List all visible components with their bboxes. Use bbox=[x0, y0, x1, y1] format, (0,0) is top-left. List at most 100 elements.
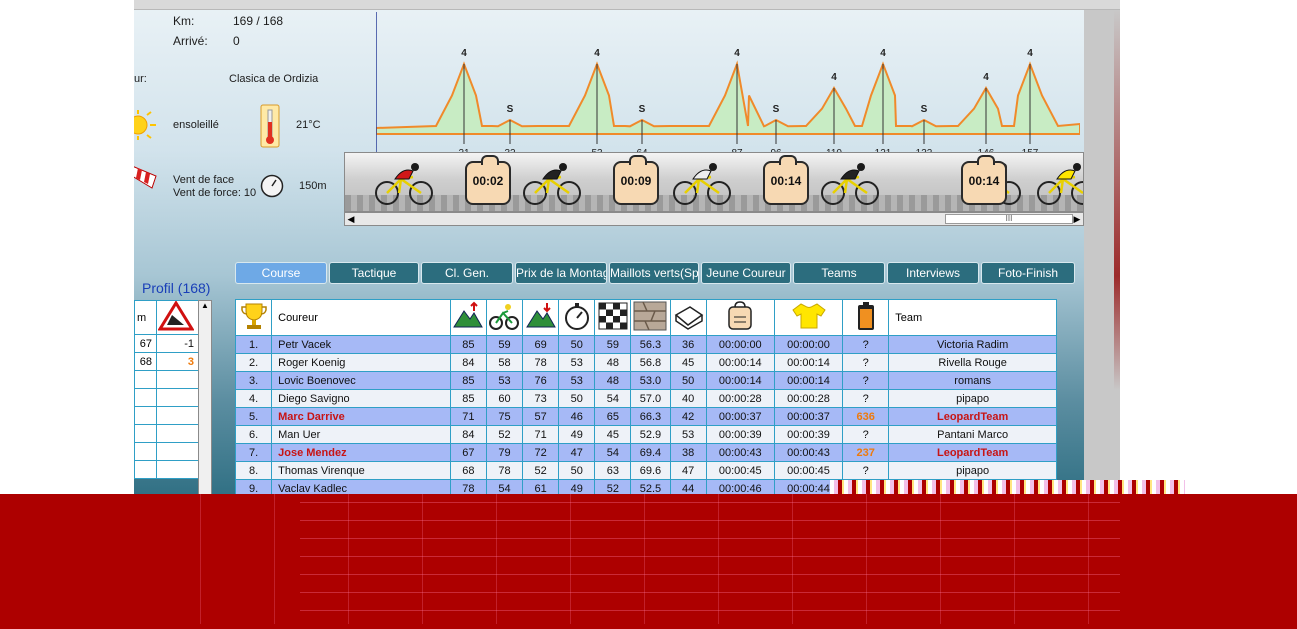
scroll-up-icon[interactable]: ▲ bbox=[201, 301, 209, 310]
cell-t2: 00:00:14 bbox=[773, 371, 844, 390]
tab-interviews[interactable]: Interviews bbox=[887, 262, 979, 284]
marker-category: S bbox=[507, 104, 514, 115]
tab-maillots-verts-spr[interactable]: Maillots verts(Spr bbox=[609, 262, 699, 284]
profil-gradient bbox=[156, 442, 199, 461]
time-trial-column-header[interactable] bbox=[558, 299, 596, 336]
cell-c2: 78 bbox=[485, 461, 524, 480]
cell-e: ? bbox=[842, 425, 890, 444]
cell-name: Lovic Boenovec bbox=[271, 371, 451, 390]
cell-c3: 73 bbox=[522, 389, 560, 408]
rider-strip-scrollbar[interactable]: ◀ III ▶ bbox=[344, 212, 1084, 226]
profil-km: 67 bbox=[134, 334, 157, 353]
profil-row bbox=[134, 406, 199, 425]
cobbles-column-header[interactable] bbox=[630, 299, 671, 336]
profil-gradient: -1 bbox=[156, 334, 199, 353]
cell-t2: 00:00:45 bbox=[773, 461, 844, 480]
table-row[interactable]: 8. Thomas Virenque 68 78 52 50 63 69.6 47 00:00:4… bbox=[235, 461, 1057, 480]
cell-c6: 56.3 bbox=[630, 335, 671, 354]
tab-prix-de-la-montag[interactable]: Prix de la Montag bbox=[515, 262, 607, 284]
cell-name: Jose Mendez bbox=[271, 443, 451, 462]
coureur-header[interactable]: Coureur bbox=[271, 299, 451, 336]
cell-t1: 00:00:37 bbox=[705, 407, 775, 426]
rendering-artifact bbox=[0, 480, 1297, 629]
cell-c6: 56.8 bbox=[630, 353, 671, 372]
tab-bar: Course Tactique Cl. Gen. Prix de la Montag M… bbox=[235, 262, 1075, 284]
table-row[interactable]: 5. Marc Darrive 71 75 57 46 65 66.3 42 00:00:37 00… bbox=[235, 407, 1057, 426]
cell-pos: 7. bbox=[235, 443, 273, 462]
gradient-header bbox=[156, 300, 199, 335]
wind-distance: 150m bbox=[299, 180, 327, 192]
profil-gradient bbox=[156, 424, 199, 443]
cell-c7: 42 bbox=[669, 407, 707, 426]
profil-km bbox=[134, 388, 157, 407]
cell-t1: 00:00:00 bbox=[705, 335, 775, 354]
cyclist-icon bbox=[819, 159, 881, 205]
finish-column-header[interactable] bbox=[594, 299, 632, 336]
cell-c2: 79 bbox=[485, 443, 524, 462]
cell-c6: 53.0 bbox=[630, 371, 671, 390]
descent-column-header[interactable] bbox=[522, 299, 560, 336]
cell-team: Rivella Rouge bbox=[888, 353, 1057, 372]
sprint-column-header[interactable] bbox=[485, 299, 524, 336]
steep-grade-icon bbox=[156, 300, 195, 334]
profil-scrollbar[interactable]: ▲ bbox=[198, 300, 212, 500]
marker-category: 4 bbox=[461, 48, 467, 59]
table-row[interactable]: 1. Petr Vacek 85 59 69 50 59 56.3 36 00:00:00 00:0… bbox=[235, 335, 1057, 354]
scroll-right-icon[interactable]: ▶ bbox=[1073, 214, 1081, 224]
profil-row bbox=[134, 424, 199, 443]
cell-t1: 00:00:28 bbox=[705, 389, 775, 408]
cell-c4: 46 bbox=[558, 407, 596, 426]
cell-e: ? bbox=[842, 389, 890, 408]
cell-c1: 84 bbox=[449, 353, 487, 372]
cobblestone-icon bbox=[633, 301, 667, 334]
weather-text: ensoleillé bbox=[173, 119, 219, 131]
cell-pos: 2. bbox=[235, 353, 273, 372]
scroll-left-icon[interactable]: ◀ bbox=[347, 214, 355, 224]
cell-c5: 48 bbox=[594, 353, 632, 372]
table-row[interactable]: 3. Lovic Boenovec 85 53 76 53 48 53.0 50 00:00:14… bbox=[235, 371, 1057, 390]
cell-e: ? bbox=[842, 353, 890, 372]
profil-km bbox=[134, 424, 157, 443]
cell-t2: 00:00:39 bbox=[773, 425, 844, 444]
tab-course[interactable]: Course bbox=[235, 262, 327, 284]
gap-column-header[interactable] bbox=[705, 299, 775, 336]
cell-name: Marc Darrive bbox=[271, 407, 451, 426]
energy-column-header[interactable] bbox=[842, 299, 890, 336]
gap-tag-icon bbox=[727, 301, 753, 334]
cell-c4: 53 bbox=[558, 353, 596, 372]
cell-name: Petr Vacek bbox=[271, 335, 451, 354]
cell-t1: 00:00:43 bbox=[705, 443, 775, 462]
cell-c7: 47 bbox=[669, 461, 707, 480]
tab-tactique[interactable]: Tactique bbox=[329, 262, 419, 284]
table-row[interactable]: 4. Diego Savigno 85 60 73 50 54 57.0 40 00:00:28 0… bbox=[235, 389, 1057, 408]
cell-c4: 49 bbox=[558, 479, 596, 498]
gap-tag: 00:09 bbox=[613, 155, 659, 205]
cell-e: 237 bbox=[842, 443, 890, 462]
table-row[interactable]: 6. Man Uer 84 52 71 49 45 52.9 53 00:00:39 00:00:3… bbox=[235, 425, 1057, 444]
tab-foto-finish[interactable]: Foto-Finish bbox=[981, 262, 1075, 284]
tab-jeune-coureur[interactable]: Jeune Coureur bbox=[701, 262, 791, 284]
scroll-thumb[interactable]: III bbox=[945, 214, 1073, 224]
cell-c7: 40 bbox=[669, 389, 707, 408]
profil-row: 68 3 bbox=[134, 352, 199, 371]
cell-name: Diego Savigno bbox=[271, 389, 451, 408]
yellow-jersey-column-header[interactable] bbox=[773, 299, 844, 336]
profil-gradient: 3 bbox=[156, 352, 199, 371]
marker-category: 4 bbox=[831, 72, 837, 83]
table-row[interactable]: 2. Roger Koenig 84 58 78 53 48 56.8 45 00:00:14 00… bbox=[235, 353, 1057, 372]
rest-column-header[interactable] bbox=[669, 299, 707, 336]
arrive-value: 0 bbox=[233, 34, 240, 48]
mountain-down-icon bbox=[525, 303, 557, 334]
team-header[interactable]: Team bbox=[888, 299, 1057, 336]
cell-pos: 6. bbox=[235, 425, 273, 444]
tab-cl-gen[interactable]: Cl. Gen. bbox=[421, 262, 513, 284]
table-row[interactable]: 7. Jose Mendez 67 79 72 47 54 69.4 38 00:00:43 00:… bbox=[235, 443, 1057, 462]
profil-row bbox=[134, 388, 199, 407]
tab-teams[interactable]: Teams bbox=[793, 262, 885, 284]
windsock-icon bbox=[134, 164, 160, 190]
cell-name: Vaclav Kadlec bbox=[271, 479, 451, 498]
cell-team: Pantani Marco bbox=[888, 425, 1057, 444]
trophy-column-header[interactable] bbox=[235, 299, 273, 336]
mountain-column-header[interactable] bbox=[449, 299, 487, 336]
cell-c7: 45 bbox=[669, 353, 707, 372]
